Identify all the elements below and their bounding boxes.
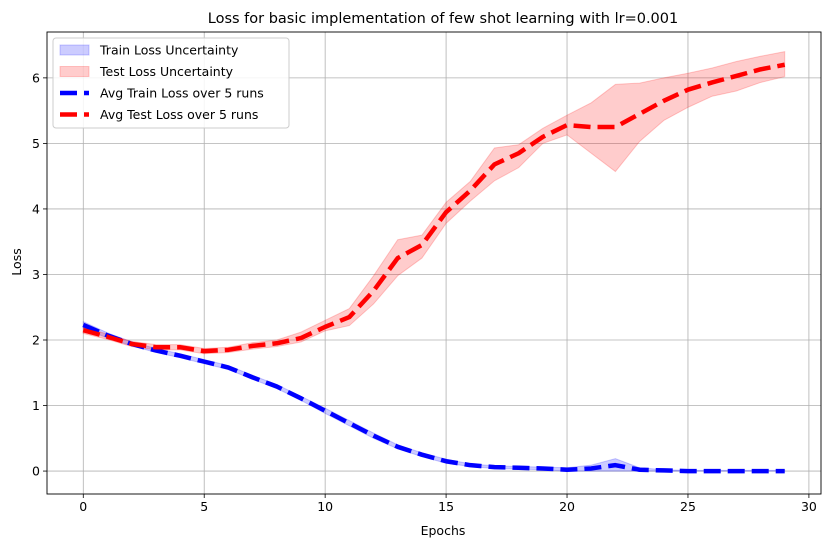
legend: Train Loss Uncertainty Test Loss Uncertai…	[52, 37, 290, 129]
legend-label: Avg Train Loss over 5 runs	[100, 86, 264, 101]
plot-frame	[46, 31, 822, 495]
legend-label: Train Loss Uncertainty	[99, 43, 239, 58]
legend-box	[52, 37, 290, 129]
y-tick-label: 6	[32, 70, 40, 85]
y-tick-label: 2	[32, 333, 40, 348]
line-series-0	[82, 322, 785, 474]
y-tick-label: 4	[32, 201, 40, 216]
x-tick-label: 10	[317, 499, 333, 514]
y-tick-label: 1	[32, 398, 40, 413]
x-tick-label: 0	[79, 499, 87, 514]
x-axis-label: Epochs	[421, 523, 466, 538]
y-tick-label: 5	[32, 136, 40, 151]
y-axis-label: Loss	[9, 248, 24, 275]
line-series-1	[82, 62, 786, 354]
legend-label: Avg Test Loss over 5 runs	[100, 107, 258, 122]
chart-title: Loss for basic implementation of few sho…	[208, 11, 679, 27]
axis-ticks: 0 5 10 15 20 25 30 0 1 2 3 4 5 6	[32, 70, 817, 514]
loss-lines	[82, 62, 786, 474]
x-tick-label: 30	[801, 499, 817, 514]
y-tick-label: 3	[32, 267, 40, 282]
x-tick-label: 25	[680, 499, 696, 514]
y-tick-label: 0	[32, 464, 40, 479]
legend-swatch-band-0	[59, 44, 90, 56]
x-tick-label: 20	[559, 499, 575, 514]
legend-label: Test Loss Uncertainty	[99, 64, 234, 79]
grid-lines	[47, 32, 821, 494]
legend-swatch-band-1	[59, 66, 90, 77]
x-tick-label: 15	[438, 499, 454, 514]
x-tick-label: 5	[200, 499, 208, 514]
